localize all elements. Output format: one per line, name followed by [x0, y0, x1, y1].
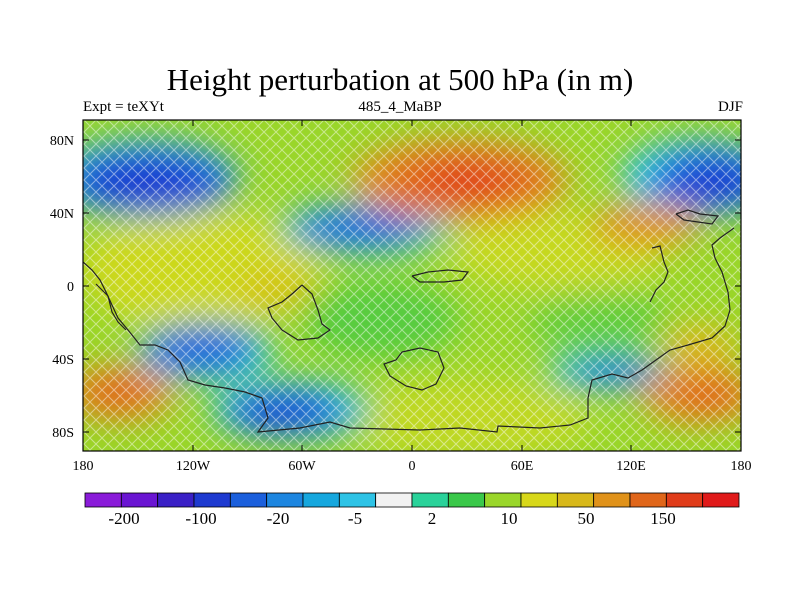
colorbar-box: [629, 492, 667, 508]
colorbar-box: [484, 492, 522, 508]
central-island-coastline: [267, 284, 332, 341]
x-tick-label: 120W: [176, 459, 211, 474]
colorbar-box: [338, 492, 377, 508]
axis-ticks: [82, 120, 742, 451]
colorbar-label: 10: [501, 509, 518, 528]
y-tick-label: 0: [67, 280, 74, 295]
colorbar-box: [193, 492, 231, 508]
colorbar-box: [593, 492, 631, 508]
y-tick-label: 40N: [50, 207, 74, 222]
y-tick-label: 80S: [52, 426, 74, 441]
colorbar-box: [447, 492, 486, 508]
colorbar-label: 2: [428, 509, 437, 528]
experiment-label: Expt = teXYt: [83, 99, 164, 115]
colorbar-label: 150: [650, 509, 676, 528]
southern-island-coastline: [383, 347, 445, 391]
colorbar-box: [266, 492, 304, 508]
colorbar: [84, 492, 740, 508]
x-tick-label: 180: [731, 459, 752, 474]
season-label: DJF: [717, 99, 743, 115]
map-title: Height perturbation at 500 hPa (in m): [166, 62, 634, 97]
coastlines: [83, 209, 735, 433]
height-field: [83, 120, 741, 451]
colorbar-box: [120, 492, 159, 508]
x-tick-label: 0: [409, 459, 416, 474]
equatorial-island-coastline: [411, 269, 470, 283]
colorbar-label: -200: [108, 509, 139, 528]
colorbar-box: [157, 492, 195, 508]
y-tick-label: 40S: [52, 353, 74, 368]
colorbar-label: 50: [578, 509, 595, 528]
x-axis-labels: 180 120W 60W 0 60E 120E 180: [73, 459, 752, 474]
colorbar-box: [665, 492, 704, 508]
colorbar-label: -5: [348, 509, 362, 528]
x-tick-label: 120E: [616, 459, 646, 474]
x-tick-label: 180: [73, 459, 94, 474]
colorbar-label: -100: [185, 509, 216, 528]
colorbar-box: [411, 492, 449, 508]
colorbar-box: [556, 492, 595, 508]
mountain-range-coastline: [649, 245, 669, 303]
colorbar-box: [84, 492, 122, 508]
southern-continent-coastline: [83, 227, 735, 433]
colorbar-labels: -200 -100 -20 -5 2 10 50 150: [108, 509, 675, 528]
northeast-coastline: [675, 209, 720, 225]
colorbar-label: -20: [267, 509, 290, 528]
y-tick-label: 80N: [50, 134, 74, 149]
colorbar-box: [702, 492, 740, 508]
colorbar-box: [520, 492, 558, 508]
southwest-coastline: [95, 283, 127, 331]
colorbar-box: [375, 492, 413, 508]
x-tick-label: 60W: [288, 459, 316, 474]
x-tick-label: 60E: [511, 459, 534, 474]
y-axis-labels: 80N 40N 0 40S 80S: [50, 134, 74, 441]
colorbar-box: [302, 492, 340, 508]
run-label: 485_4_MaBP: [358, 99, 442, 115]
colorbar-box: [229, 492, 268, 508]
